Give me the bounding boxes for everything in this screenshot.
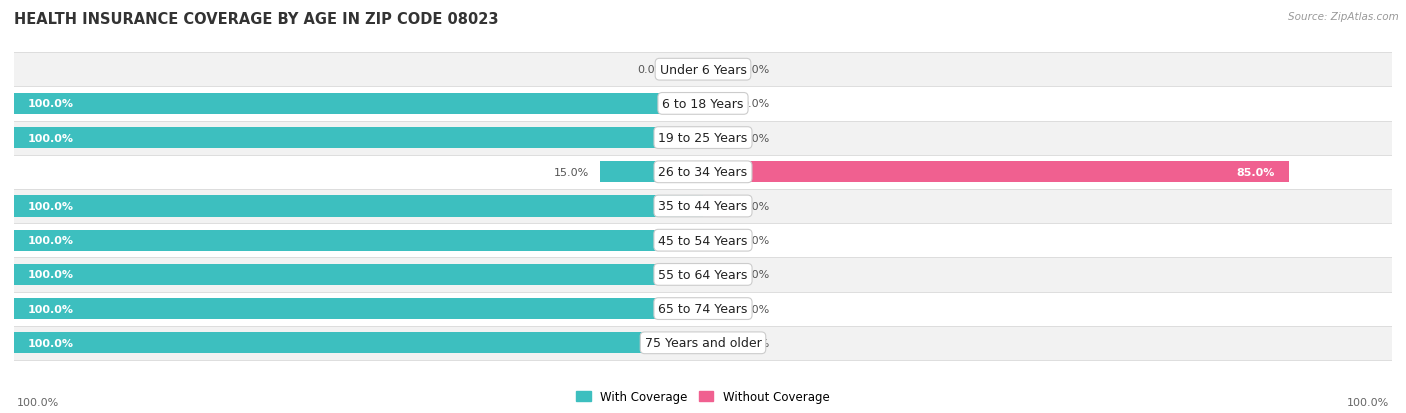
Bar xyxy=(703,264,731,285)
Text: Source: ZipAtlas.com: Source: ZipAtlas.com xyxy=(1288,12,1399,22)
Bar xyxy=(14,230,703,251)
Text: 0.0%: 0.0% xyxy=(741,99,769,109)
Text: HEALTH INSURANCE COVERAGE BY AGE IN ZIP CODE 08023: HEALTH INSURANCE COVERAGE BY AGE IN ZIP … xyxy=(14,12,499,27)
Text: 0.0%: 0.0% xyxy=(741,236,769,246)
Bar xyxy=(703,332,731,354)
Bar xyxy=(0,87,1406,121)
Text: 100.0%: 100.0% xyxy=(28,133,75,143)
Text: 26 to 34 Years: 26 to 34 Years xyxy=(658,166,748,179)
Text: 0.0%: 0.0% xyxy=(741,304,769,314)
Bar xyxy=(14,332,703,354)
Text: 0.0%: 0.0% xyxy=(741,133,769,143)
Text: 75 Years and older: 75 Years and older xyxy=(644,337,762,349)
Bar xyxy=(0,292,1406,326)
Text: 19 to 25 Years: 19 to 25 Years xyxy=(658,132,748,145)
Text: 35 to 44 Years: 35 to 44 Years xyxy=(658,200,748,213)
Text: 100.0%: 100.0% xyxy=(28,304,75,314)
Bar xyxy=(0,190,1406,223)
Bar xyxy=(14,264,703,285)
Text: 100.0%: 100.0% xyxy=(28,270,75,280)
Bar xyxy=(14,94,703,115)
Bar xyxy=(0,258,1406,292)
Bar xyxy=(0,223,1406,258)
Text: 55 to 64 Years: 55 to 64 Years xyxy=(658,268,748,281)
Bar xyxy=(675,59,703,81)
Text: 100.0%: 100.0% xyxy=(1347,397,1389,407)
Text: 100.0%: 100.0% xyxy=(28,338,75,348)
Text: 0.0%: 0.0% xyxy=(741,270,769,280)
Text: 15.0%: 15.0% xyxy=(554,167,589,177)
Text: Under 6 Years: Under 6 Years xyxy=(659,64,747,76)
Legend: With Coverage, Without Coverage: With Coverage, Without Coverage xyxy=(572,385,834,408)
Text: 85.0%: 85.0% xyxy=(1236,167,1275,177)
Bar xyxy=(703,230,731,251)
Bar xyxy=(703,196,731,217)
Text: 65 to 74 Years: 65 to 74 Years xyxy=(658,302,748,316)
Bar xyxy=(14,128,703,149)
Text: 0.0%: 0.0% xyxy=(741,338,769,348)
Bar xyxy=(703,298,731,319)
Bar xyxy=(14,298,703,319)
Bar xyxy=(0,121,1406,155)
Bar xyxy=(0,326,1406,360)
Bar xyxy=(14,196,703,217)
Bar xyxy=(0,53,1406,87)
Text: 45 to 54 Years: 45 to 54 Years xyxy=(658,234,748,247)
Text: 100.0%: 100.0% xyxy=(28,99,75,109)
Text: 0.0%: 0.0% xyxy=(637,65,665,75)
Text: 100.0%: 100.0% xyxy=(17,397,59,407)
Bar xyxy=(0,155,1406,190)
Bar xyxy=(703,59,731,81)
Text: 6 to 18 Years: 6 to 18 Years xyxy=(662,97,744,111)
Text: 0.0%: 0.0% xyxy=(741,65,769,75)
Text: 100.0%: 100.0% xyxy=(28,236,75,246)
Bar xyxy=(703,94,731,115)
Text: 100.0%: 100.0% xyxy=(28,202,75,211)
Bar xyxy=(599,162,703,183)
Text: 0.0%: 0.0% xyxy=(741,202,769,211)
Bar xyxy=(703,162,1289,183)
Bar xyxy=(703,128,731,149)
